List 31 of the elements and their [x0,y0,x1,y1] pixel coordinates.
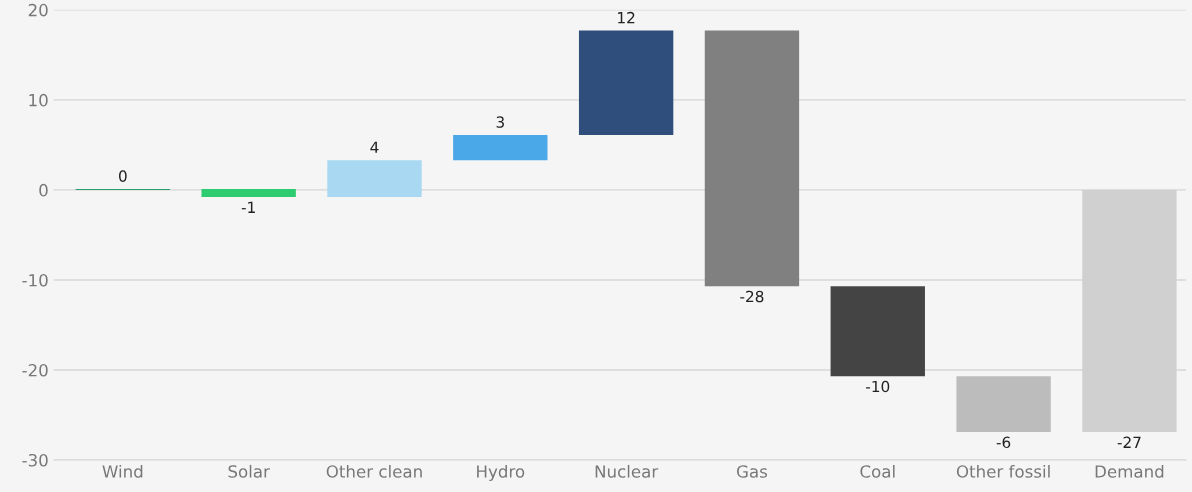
data-label: 12 [618,11,635,24]
y-tick-label: -20 [22,363,48,377]
y-tick-label: -30 [22,453,48,467]
data-label: -10 [866,380,890,393]
data-label: 3 [496,116,504,128]
data-label: 4 [370,141,379,153]
y-tick-label: 0 [39,183,48,197]
data-label: -1 [241,201,255,213]
data-label: -6 [996,436,1011,449]
y-tick-label: -10 [22,273,48,287]
data-label: 0 [118,170,127,182]
bar [201,189,296,198]
x-tick-label: Other fossil [956,464,1050,478]
x-tick-label: Other clean [326,464,422,478]
bar [956,376,1051,433]
x-tick-label: Wind [102,464,143,478]
bar [830,286,925,377]
bar [453,134,548,161]
data-label: -27 [1117,436,1141,448]
x-tick-label: Nuclear [595,464,659,478]
bar [327,160,422,198]
y-tick-label: 20 [28,3,48,17]
x-tick-label: Solar [228,464,270,478]
x-tick-label: Gas [736,465,768,478]
x-tick-label: Demand [1095,464,1164,478]
data-label: -28 [740,290,764,303]
x-tick-label: Coal [860,464,895,478]
x-tick-label: Hydro [477,464,525,482]
y-tick-label: 10 [29,93,48,107]
bar [704,30,800,287]
bar [578,30,674,135]
